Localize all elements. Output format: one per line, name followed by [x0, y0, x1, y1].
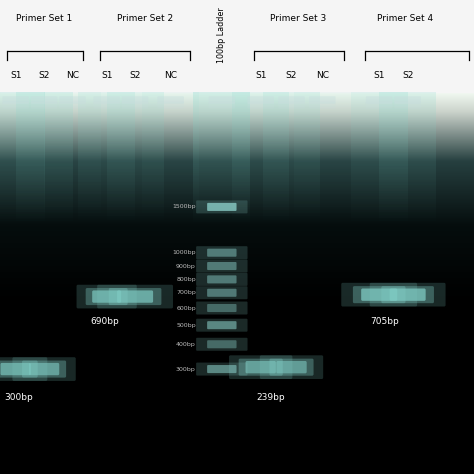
Text: 500bp: 500bp: [176, 323, 196, 328]
FancyBboxPatch shape: [92, 291, 121, 303]
FancyBboxPatch shape: [229, 356, 292, 379]
Text: NC: NC: [66, 71, 79, 80]
FancyBboxPatch shape: [29, 363, 59, 375]
Text: 300bp: 300bp: [5, 393, 34, 402]
FancyBboxPatch shape: [390, 289, 426, 301]
FancyBboxPatch shape: [0, 361, 38, 378]
Text: S2: S2: [38, 71, 50, 80]
Text: NC: NC: [316, 71, 329, 80]
Text: S1: S1: [101, 71, 112, 80]
FancyBboxPatch shape: [260, 356, 323, 379]
FancyBboxPatch shape: [196, 286, 247, 299]
FancyBboxPatch shape: [341, 283, 417, 307]
FancyBboxPatch shape: [207, 289, 237, 297]
Text: S2: S2: [129, 71, 141, 80]
Text: 705bp: 705bp: [370, 317, 399, 326]
FancyBboxPatch shape: [0, 363, 31, 375]
FancyBboxPatch shape: [269, 359, 313, 376]
FancyBboxPatch shape: [366, 96, 392, 104]
Text: S2: S2: [286, 71, 297, 80]
Text: 600bp: 600bp: [176, 306, 196, 310]
Text: 1500bp: 1500bp: [172, 204, 196, 210]
FancyBboxPatch shape: [122, 96, 148, 104]
FancyBboxPatch shape: [109, 288, 161, 305]
FancyBboxPatch shape: [76, 285, 137, 309]
FancyBboxPatch shape: [309, 96, 336, 104]
Text: 800bp: 800bp: [176, 277, 196, 282]
FancyBboxPatch shape: [12, 357, 76, 381]
Text: 900bp: 900bp: [176, 264, 196, 269]
FancyBboxPatch shape: [381, 286, 434, 303]
FancyBboxPatch shape: [2, 102, 29, 109]
Text: 100bp Ladder: 100bp Ladder: [218, 7, 226, 63]
FancyBboxPatch shape: [31, 96, 57, 104]
FancyBboxPatch shape: [0, 357, 47, 381]
Text: 700bp: 700bp: [176, 290, 196, 295]
Text: S2: S2: [402, 71, 413, 80]
FancyBboxPatch shape: [353, 286, 405, 303]
FancyBboxPatch shape: [394, 96, 421, 104]
FancyBboxPatch shape: [93, 102, 120, 109]
FancyBboxPatch shape: [93, 96, 120, 104]
FancyBboxPatch shape: [157, 102, 184, 109]
FancyBboxPatch shape: [207, 340, 237, 348]
Text: NC: NC: [164, 71, 177, 80]
FancyBboxPatch shape: [196, 246, 247, 259]
Text: Primer Set 2: Primer Set 2: [117, 14, 173, 23]
Text: Primer Set 3: Primer Set 3: [271, 14, 327, 23]
FancyBboxPatch shape: [361, 289, 397, 301]
FancyBboxPatch shape: [370, 283, 446, 307]
FancyBboxPatch shape: [196, 201, 247, 213]
Text: Primer Set 4: Primer Set 4: [377, 14, 433, 23]
FancyBboxPatch shape: [209, 96, 235, 104]
Text: S1: S1: [374, 71, 385, 80]
FancyBboxPatch shape: [394, 102, 421, 109]
FancyBboxPatch shape: [278, 102, 305, 109]
Text: S1: S1: [10, 71, 21, 80]
FancyBboxPatch shape: [122, 102, 148, 109]
Text: 300bp: 300bp: [176, 366, 196, 372]
FancyBboxPatch shape: [207, 365, 237, 373]
FancyBboxPatch shape: [196, 273, 247, 286]
FancyBboxPatch shape: [209, 102, 235, 109]
Text: S1: S1: [255, 71, 266, 80]
FancyBboxPatch shape: [276, 361, 307, 374]
Text: 690bp: 690bp: [90, 317, 119, 326]
FancyBboxPatch shape: [59, 96, 86, 104]
Text: 400bp: 400bp: [176, 342, 196, 347]
FancyBboxPatch shape: [196, 363, 247, 375]
FancyBboxPatch shape: [207, 262, 237, 270]
FancyBboxPatch shape: [196, 338, 247, 351]
FancyBboxPatch shape: [207, 321, 237, 329]
FancyBboxPatch shape: [97, 285, 173, 309]
Text: 239bp: 239bp: [256, 393, 284, 402]
FancyBboxPatch shape: [247, 102, 274, 109]
Text: 1000bp: 1000bp: [172, 250, 196, 255]
FancyBboxPatch shape: [157, 96, 184, 104]
FancyBboxPatch shape: [117, 291, 153, 303]
Bar: [0, 0, 474, 92]
FancyBboxPatch shape: [86, 288, 128, 305]
FancyBboxPatch shape: [2, 96, 29, 104]
FancyBboxPatch shape: [207, 275, 237, 283]
FancyBboxPatch shape: [31, 102, 57, 109]
FancyBboxPatch shape: [246, 361, 276, 374]
FancyBboxPatch shape: [207, 304, 237, 312]
FancyBboxPatch shape: [196, 260, 247, 273]
FancyBboxPatch shape: [278, 96, 305, 104]
FancyBboxPatch shape: [247, 96, 274, 104]
FancyBboxPatch shape: [22, 361, 66, 378]
FancyBboxPatch shape: [309, 102, 336, 109]
FancyBboxPatch shape: [366, 102, 392, 109]
FancyBboxPatch shape: [196, 301, 247, 315]
FancyBboxPatch shape: [238, 359, 283, 376]
Text: Primer Set 1: Primer Set 1: [16, 14, 72, 23]
FancyBboxPatch shape: [207, 249, 237, 257]
FancyBboxPatch shape: [196, 319, 247, 332]
FancyBboxPatch shape: [207, 203, 237, 211]
FancyBboxPatch shape: [59, 102, 86, 109]
